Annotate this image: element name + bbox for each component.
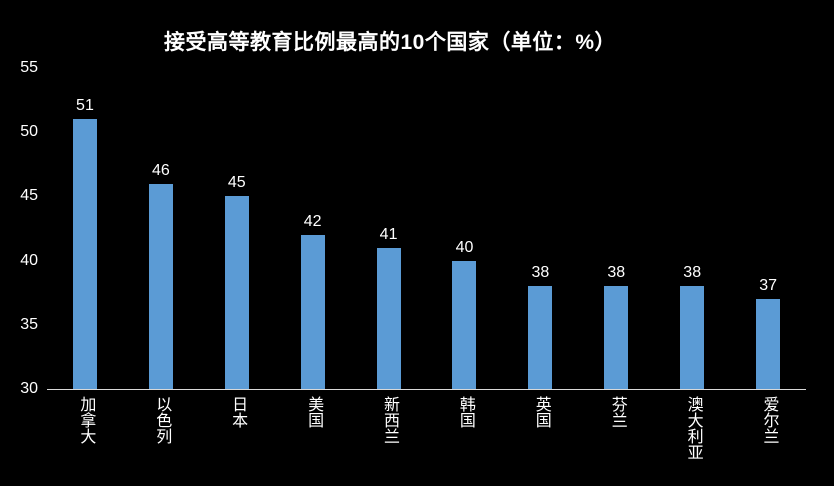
x-axis-category-label: 英国: [532, 396, 550, 428]
bar-value-label: 46: [151, 161, 170, 179]
x-axis-category-label: 美国: [305, 396, 323, 428]
x-axis-line: [47, 389, 806, 390]
bars-container: 51 46 45 42 41 40 38 38 38 37: [47, 68, 806, 389]
chart-title: 接受高等教育比例最高的10个国家（单位：%）: [163, 31, 617, 54]
x-axis-category-labels: 加拿大 以色列 日本 美国 新西兰 韩国 英国 芬兰 澳大利亚 爱尔兰: [47, 396, 806, 460]
bar: [72, 119, 97, 389]
x-axis-category-label: 新西兰: [380, 396, 398, 444]
bar-slot: 51: [47, 68, 123, 389]
x-axis-category-label: 澳大利亚: [684, 396, 702, 460]
y-axis-tick-label: 55: [20, 59, 38, 76]
bar-value-label: 38: [683, 264, 702, 282]
bar-value-label: 45: [227, 174, 246, 192]
bar-slot: 40: [427, 68, 503, 389]
y-axis-tick-label: 35: [20, 315, 38, 333]
bar-value-label: 37: [759, 277, 777, 295]
bar-slot: 38: [654, 68, 730, 389]
y-axis-tick-label: 45: [20, 187, 38, 205]
x-axis-category-label: 日本: [229, 396, 247, 428]
bar: [680, 286, 705, 389]
y-axis-tick-label: 50: [20, 123, 38, 141]
bar: [300, 234, 325, 389]
bar-slot: 42: [275, 68, 351, 389]
bar-slot: 38: [502, 68, 578, 389]
bar: [452, 260, 477, 389]
bar: [604, 286, 629, 389]
x-axis-category-label: 以色列: [153, 396, 171, 444]
bar-value-label: 38: [607, 264, 626, 282]
bar-slot: 37: [730, 68, 806, 389]
bar: [148, 183, 173, 389]
x-axis-category-label: 韩国: [456, 396, 474, 428]
y-axis-tick-labels: 55 50 45 40 35 30: [0, 60, 40, 397]
bar-value-label: 40: [455, 238, 474, 256]
bar-slot: 41: [351, 68, 427, 389]
x-axis-category-label: 芬兰: [608, 396, 626, 428]
bar: [224, 196, 249, 389]
bar: [528, 286, 553, 389]
bar-slot: 38: [578, 68, 654, 389]
bar: [376, 247, 401, 389]
bar-slot: 46: [123, 68, 199, 389]
bar-value-label: 42: [303, 212, 322, 230]
bar-value-label: 41: [379, 225, 398, 243]
plot-area: 51 46 45 42 41 40 38 38 38 37: [47, 68, 806, 390]
y-axis-tick-label: 30: [20, 380, 38, 397]
bar: [756, 299, 781, 389]
bar-value-label: 51: [76, 97, 94, 115]
x-axis-category-label: 加拿大: [77, 396, 95, 444]
y-axis-tick-label: 40: [20, 251, 38, 269]
bar-slot: 45: [199, 68, 275, 389]
bar-value-label: 38: [531, 264, 550, 282]
x-axis-category-label: 爱尔兰: [760, 396, 778, 444]
